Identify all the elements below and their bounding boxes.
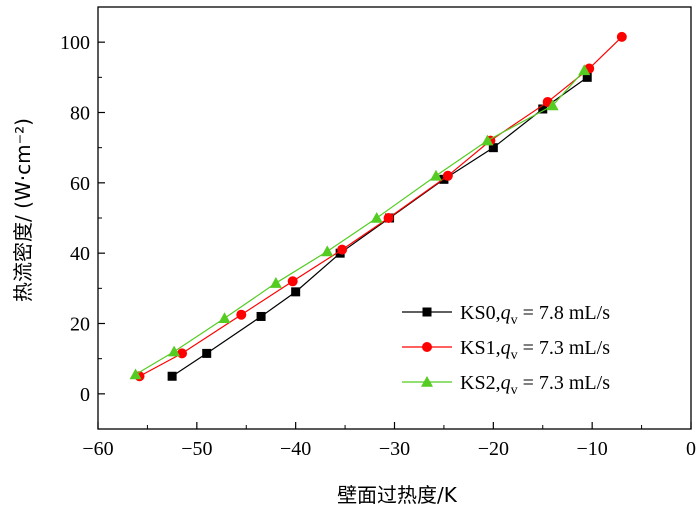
axes: −60 −50 −40 −30 −20 −10 0 0 20 40 60 80 100 [60, 6, 696, 460]
data-point [236, 309, 247, 320]
x-tick-label: −30 [379, 438, 410, 460]
x-tick-label: −60 [82, 438, 113, 460]
legend-label: KS2,qv = 7.3 mL/s [460, 372, 610, 398]
x-tick-label: 0 [686, 438, 696, 460]
series-line [135, 69, 585, 376]
data-point [177, 348, 188, 359]
x-tick-label: −40 [280, 438, 311, 460]
data-point [616, 31, 627, 42]
plot-frame [97, 6, 692, 430]
series-line [171, 76, 588, 377]
data-point [370, 212, 383, 223]
series-layer [129, 31, 627, 382]
legend-label: KS1,qv = 7.3 mL/s [460, 337, 610, 363]
series-line [139, 36, 623, 377]
x-tick-label: −10 [577, 438, 608, 460]
legend-marker [422, 307, 432, 317]
y-tick-label: 0 [80, 384, 90, 406]
data-point [481, 134, 494, 146]
data-point [167, 371, 177, 381]
data-point [269, 277, 282, 288]
x-tick-label: −50 [181, 438, 212, 460]
series-2 [134, 31, 627, 382]
data-point [291, 287, 301, 297]
data-point [582, 72, 592, 82]
data-point [202, 348, 212, 358]
data-point [337, 244, 348, 255]
data-point [321, 245, 334, 257]
data-point [546, 99, 559, 111]
legend-entry: KS1,qv = 7.3 mL/s [402, 337, 610, 363]
legend-entry: KS2,qv = 7.3 mL/s [402, 372, 610, 398]
x-axis-title: 壁面过热度/K [337, 483, 458, 507]
data-point [218, 312, 231, 324]
data-point [129, 368, 142, 380]
data-point [287, 276, 298, 287]
data-point [383, 213, 394, 223]
series-3 [129, 64, 591, 380]
data-point [442, 170, 453, 181]
legend-entry: KS0,qv = 7.8 mL/s [402, 302, 610, 328]
legend: KS0,qv = 7.8 mL/s KS1,qv = 7.3 mL/s KS2,qv… [402, 302, 610, 398]
y-tick-label: 20 [70, 314, 90, 336]
y-axis-title: 热流密度/ (W·cm⁻²) [11, 118, 35, 302]
legend-label: KS0,qv = 7.8 mL/s [460, 302, 610, 328]
legend-marker [421, 376, 433, 387]
data-point [168, 345, 181, 357]
data-point [256, 311, 266, 321]
y-tick-label: 60 [70, 173, 90, 195]
y-tick-label: 80 [70, 103, 90, 125]
y-tick-label: 40 [70, 243, 90, 265]
data-point [488, 143, 498, 153]
legend-marker [422, 342, 432, 352]
data-point [430, 169, 443, 181]
data-point [538, 104, 548, 114]
x-tick-label: −20 [478, 438, 509, 460]
y-tick-label: 100 [60, 32, 90, 54]
data-point [578, 64, 591, 76]
